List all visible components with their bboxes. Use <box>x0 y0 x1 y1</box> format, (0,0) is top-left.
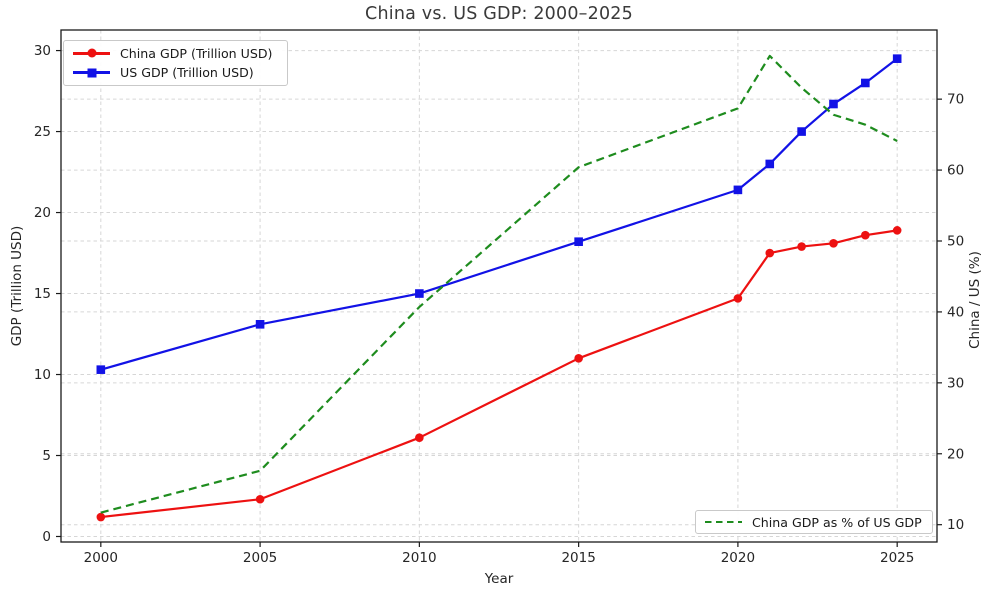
legend-ratio-series: China GDP as % of US GDP <box>695 510 933 534</box>
series-marker-0 <box>861 230 870 240</box>
series-line-2 <box>100 54 898 514</box>
x-tick-label: 2005 <box>243 550 277 566</box>
series-marker-1 <box>415 289 424 298</box>
right-tick-label: 10 <box>947 517 964 533</box>
x-tick-label: 2025 <box>880 550 914 566</box>
left-tick-label: 25 <box>34 124 51 140</box>
legend-label-us-gdp: US GDP (Trillion USD) <box>120 65 254 81</box>
left-tick-label: 0 <box>42 529 51 545</box>
right-tick-label: 60 <box>947 163 964 179</box>
legend-item-us-gdp: US GDP (Trillion USD) <box>73 65 277 82</box>
series-marker-1 <box>255 320 265 329</box>
x-tick-label: 2020 <box>721 550 755 566</box>
legend-item-china-gdp: China GDP (Trillion USD) <box>73 45 277 62</box>
series-line-1 <box>100 57 898 371</box>
series-marker-1 <box>574 237 583 247</box>
series-marker-1 <box>861 78 870 88</box>
series-marker-0 <box>574 354 583 363</box>
chart-title: China vs. US GDP: 2000–2025 <box>365 4 633 24</box>
series-marker-0 <box>765 248 775 258</box>
legend-label-china-gdp: China GDP (Trillion USD) <box>120 45 273 61</box>
left-axis-label: GDP (Trillion USD) <box>9 225 25 347</box>
series-marker-0 <box>797 242 806 251</box>
series-marker-0 <box>415 433 424 442</box>
x-tick-label: 2015 <box>561 550 595 566</box>
left-tick-label: 5 <box>42 448 51 464</box>
right-axis-label: China / US (%) <box>967 251 983 349</box>
series-marker-1 <box>797 127 806 136</box>
ratio-line-sample-icon <box>705 518 742 527</box>
x-tick-label: 2010 <box>402 550 436 566</box>
x-axis-label: Year <box>484 571 514 587</box>
x-tick-label: 2000 <box>84 550 118 566</box>
series-marker-0 <box>829 239 838 248</box>
legend-label-ratio: China GDP as % of US GDP <box>752 514 922 530</box>
series-marker-1 <box>829 99 838 109</box>
series-marker-0 <box>892 226 902 235</box>
right-tick-label: 50 <box>947 233 964 249</box>
right-tick-label: 70 <box>947 92 964 108</box>
right-tick-label: 20 <box>947 446 964 462</box>
series-marker-0 <box>96 512 106 522</box>
series-marker-1 <box>892 54 902 63</box>
left-tick-label: 10 <box>34 367 51 383</box>
series-marker-1 <box>765 159 775 169</box>
left-tick-label: 20 <box>34 205 51 221</box>
legend-item-ratio: China GDP as % of US GDP <box>705 515 922 530</box>
series-marker-1 <box>96 365 106 374</box>
us-line-sample-icon <box>73 68 110 78</box>
series-marker-0 <box>255 494 265 504</box>
axes-spines <box>60 29 938 543</box>
series-marker-1 <box>733 185 743 195</box>
right-tick-label: 30 <box>947 375 964 391</box>
left-tick-label: 15 <box>34 286 51 302</box>
legend-gdp-series: China GDP (Trillion USD) US GDP (Trillio… <box>63 40 288 86</box>
china-line-sample-icon <box>73 48 110 58</box>
series-marker-0 <box>733 294 743 303</box>
left-tick-label: 30 <box>34 43 51 59</box>
right-tick-label: 40 <box>947 304 964 320</box>
series-line-0 <box>100 229 898 519</box>
